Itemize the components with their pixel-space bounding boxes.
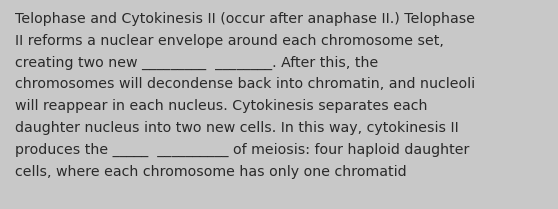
Text: II reforms a nuclear envelope around each chromosome set,: II reforms a nuclear envelope around eac… [15,34,444,48]
Text: Telophase and Cytokinesis II (occur after anaphase II.) Telophase: Telophase and Cytokinesis II (occur afte… [15,12,475,26]
Text: daughter nucleus into two new cells. In this way, cytokinesis II: daughter nucleus into two new cells. In … [15,121,459,135]
Text: will reappear in each nucleus. Cytokinesis separates each: will reappear in each nucleus. Cytokines… [15,99,427,113]
Text: creating two new _________  ________. After this, the: creating two new _________ ________. Aft… [15,56,378,70]
Text: produces the _____  __________ of meiosis: four haploid daughter: produces the _____ __________ of meiosis… [15,143,469,157]
Text: cells, where each chromosome has only one chromatid: cells, where each chromosome has only on… [15,165,407,179]
Text: chromosomes will decondense back into chromatin, and nucleoli: chromosomes will decondense back into ch… [15,77,475,91]
